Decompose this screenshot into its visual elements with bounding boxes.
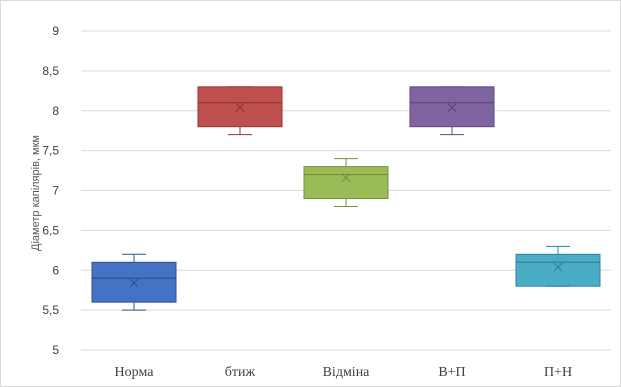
boxes — [91, 86, 601, 311]
y-tick-label: 7 — [52, 184, 59, 198]
y-tick-label: 9 — [52, 24, 59, 38]
y-tick-labels: 5 5,5 6 6,5 7 7,5 8 8,5 9 — [42, 24, 59, 357]
mean-marker — [129, 278, 139, 288]
y-tick-label: 8,5 — [42, 64, 59, 78]
x-tick-label: Норма — [115, 365, 155, 380]
box-2 — [197, 86, 283, 136]
box-body — [515, 253, 601, 287]
x-tick-label: П+Н — [544, 365, 572, 380]
y-tick-label: 8 — [52, 104, 59, 118]
y-tick-label: 5,5 — [42, 303, 59, 317]
y-tick-label: 6,5 — [42, 223, 59, 237]
x-tick-label: Відміна — [323, 365, 371, 380]
mean-marker — [235, 103, 245, 112]
box-body — [303, 166, 389, 199]
mean-marker — [341, 173, 351, 183]
x-tick-label: бтиж — [225, 365, 256, 380]
y-axis-label: Діаметр капілярів, мкм — [30, 135, 42, 251]
y-tick-label: 6 — [52, 263, 59, 277]
box-1 — [91, 253, 177, 311]
x-tick-labels: Норма бтиж Відміна В+П П+Н — [115, 365, 573, 380]
mean-marker — [553, 262, 563, 272]
mean-marker — [447, 103, 457, 112]
box-3 — [303, 158, 389, 207]
x-tick-label: В+П — [438, 365, 465, 380]
box-4 — [409, 86, 495, 136]
y-tick-label: 5 — [52, 343, 59, 357]
box-5 — [515, 245, 601, 287]
y-tick-label: 7,5 — [42, 144, 59, 158]
